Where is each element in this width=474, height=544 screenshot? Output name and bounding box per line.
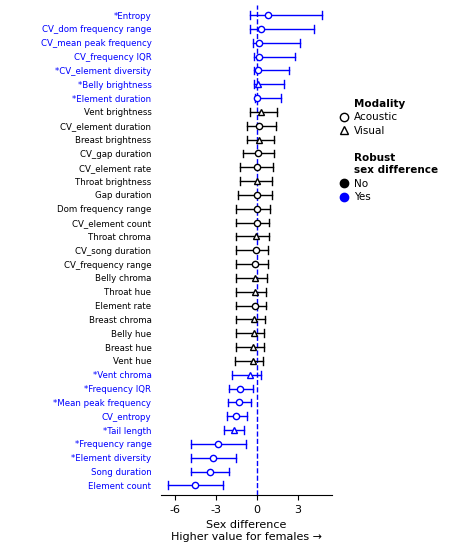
Legend: Modality, Acoustic, Visual,  , Robust
sex difference, No, Yes: Modality, Acoustic, Visual, , Robust sex…	[339, 99, 438, 202]
X-axis label: Sex difference
Higher value for females →: Sex difference Higher value for females …	[171, 520, 322, 542]
